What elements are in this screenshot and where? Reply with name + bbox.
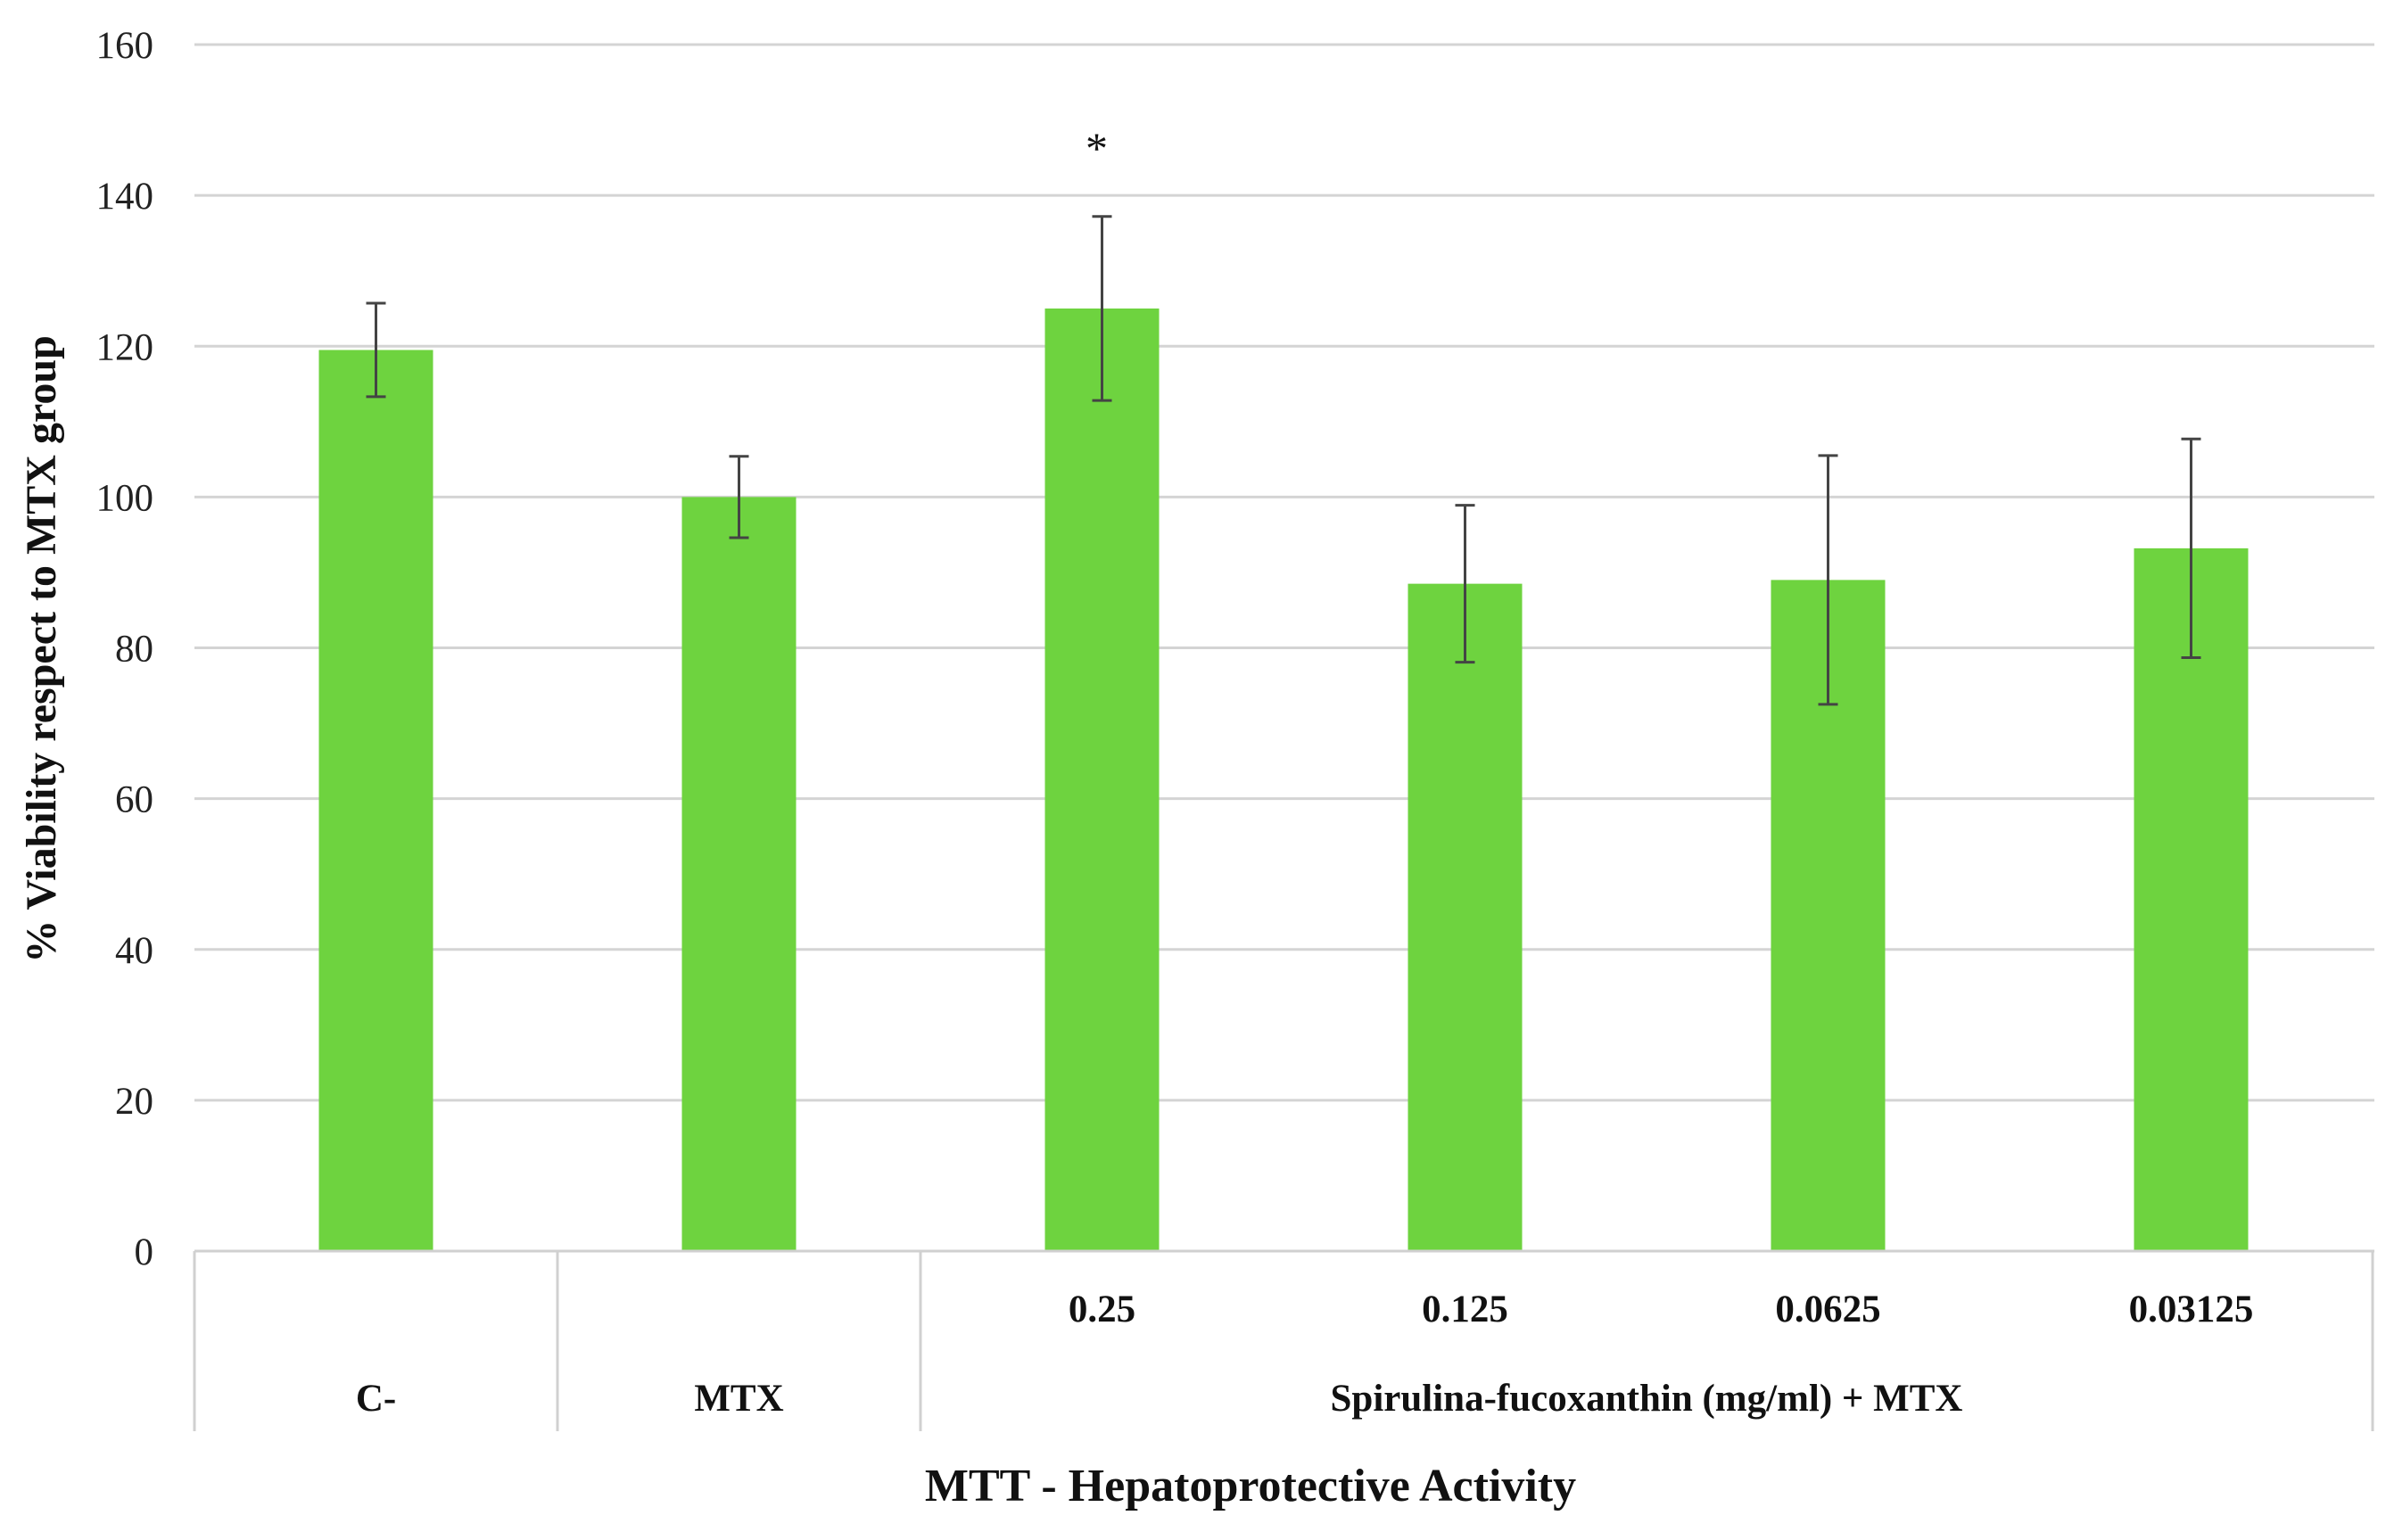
bar bbox=[318, 350, 433, 1251]
x-axis-label: MTT - Hepatoprotective Activity bbox=[925, 1461, 1576, 1511]
y-tick-label: 140 bbox=[96, 176, 154, 218]
y-tick-label: 40 bbox=[115, 930, 153, 972]
y-tick-label: 160 bbox=[96, 25, 154, 67]
bar bbox=[2134, 548, 2249, 1251]
gridlines bbox=[194, 43, 2374, 1102]
group-label: Spirulina-fucoxanthin (mg/ml) + MTX bbox=[1331, 1378, 1963, 1420]
bar bbox=[1044, 308, 1160, 1251]
group-label: MTX bbox=[694, 1378, 783, 1420]
y-tick-label: 120 bbox=[96, 326, 154, 368]
bar bbox=[1408, 583, 1523, 1251]
y-tick-label: 80 bbox=[115, 629, 153, 671]
y-tick-label: 60 bbox=[115, 779, 153, 821]
category-labels: 0.25 0.125 0.0625 0.03125 C- MTX Spirulina-fuc… bbox=[356, 1289, 2254, 1420]
y-axis-label: % Viability respect to MTX group bbox=[18, 335, 65, 963]
y-tick-label: 20 bbox=[115, 1081, 153, 1123]
y-axis-ticks: 0 20 40 60 80 100 120 140 160 bbox=[96, 25, 154, 1273]
y-tick-label: 100 bbox=[96, 477, 154, 519]
category-label: 0.03125 bbox=[2129, 1289, 2254, 1330]
x-axis-table bbox=[193, 1249, 2374, 1431]
significance-marker: * bbox=[1086, 123, 1108, 173]
y-tick-label: 0 bbox=[135, 1231, 154, 1273]
category-label: 0.0625 bbox=[1775, 1289, 1880, 1330]
bar bbox=[681, 497, 797, 1251]
category-label: 0.125 bbox=[1422, 1289, 1508, 1330]
category-label: 0.25 bbox=[1069, 1289, 1135, 1330]
bars bbox=[318, 308, 2249, 1251]
group-label: C- bbox=[356, 1378, 396, 1420]
error-bars: * bbox=[366, 123, 2201, 706]
